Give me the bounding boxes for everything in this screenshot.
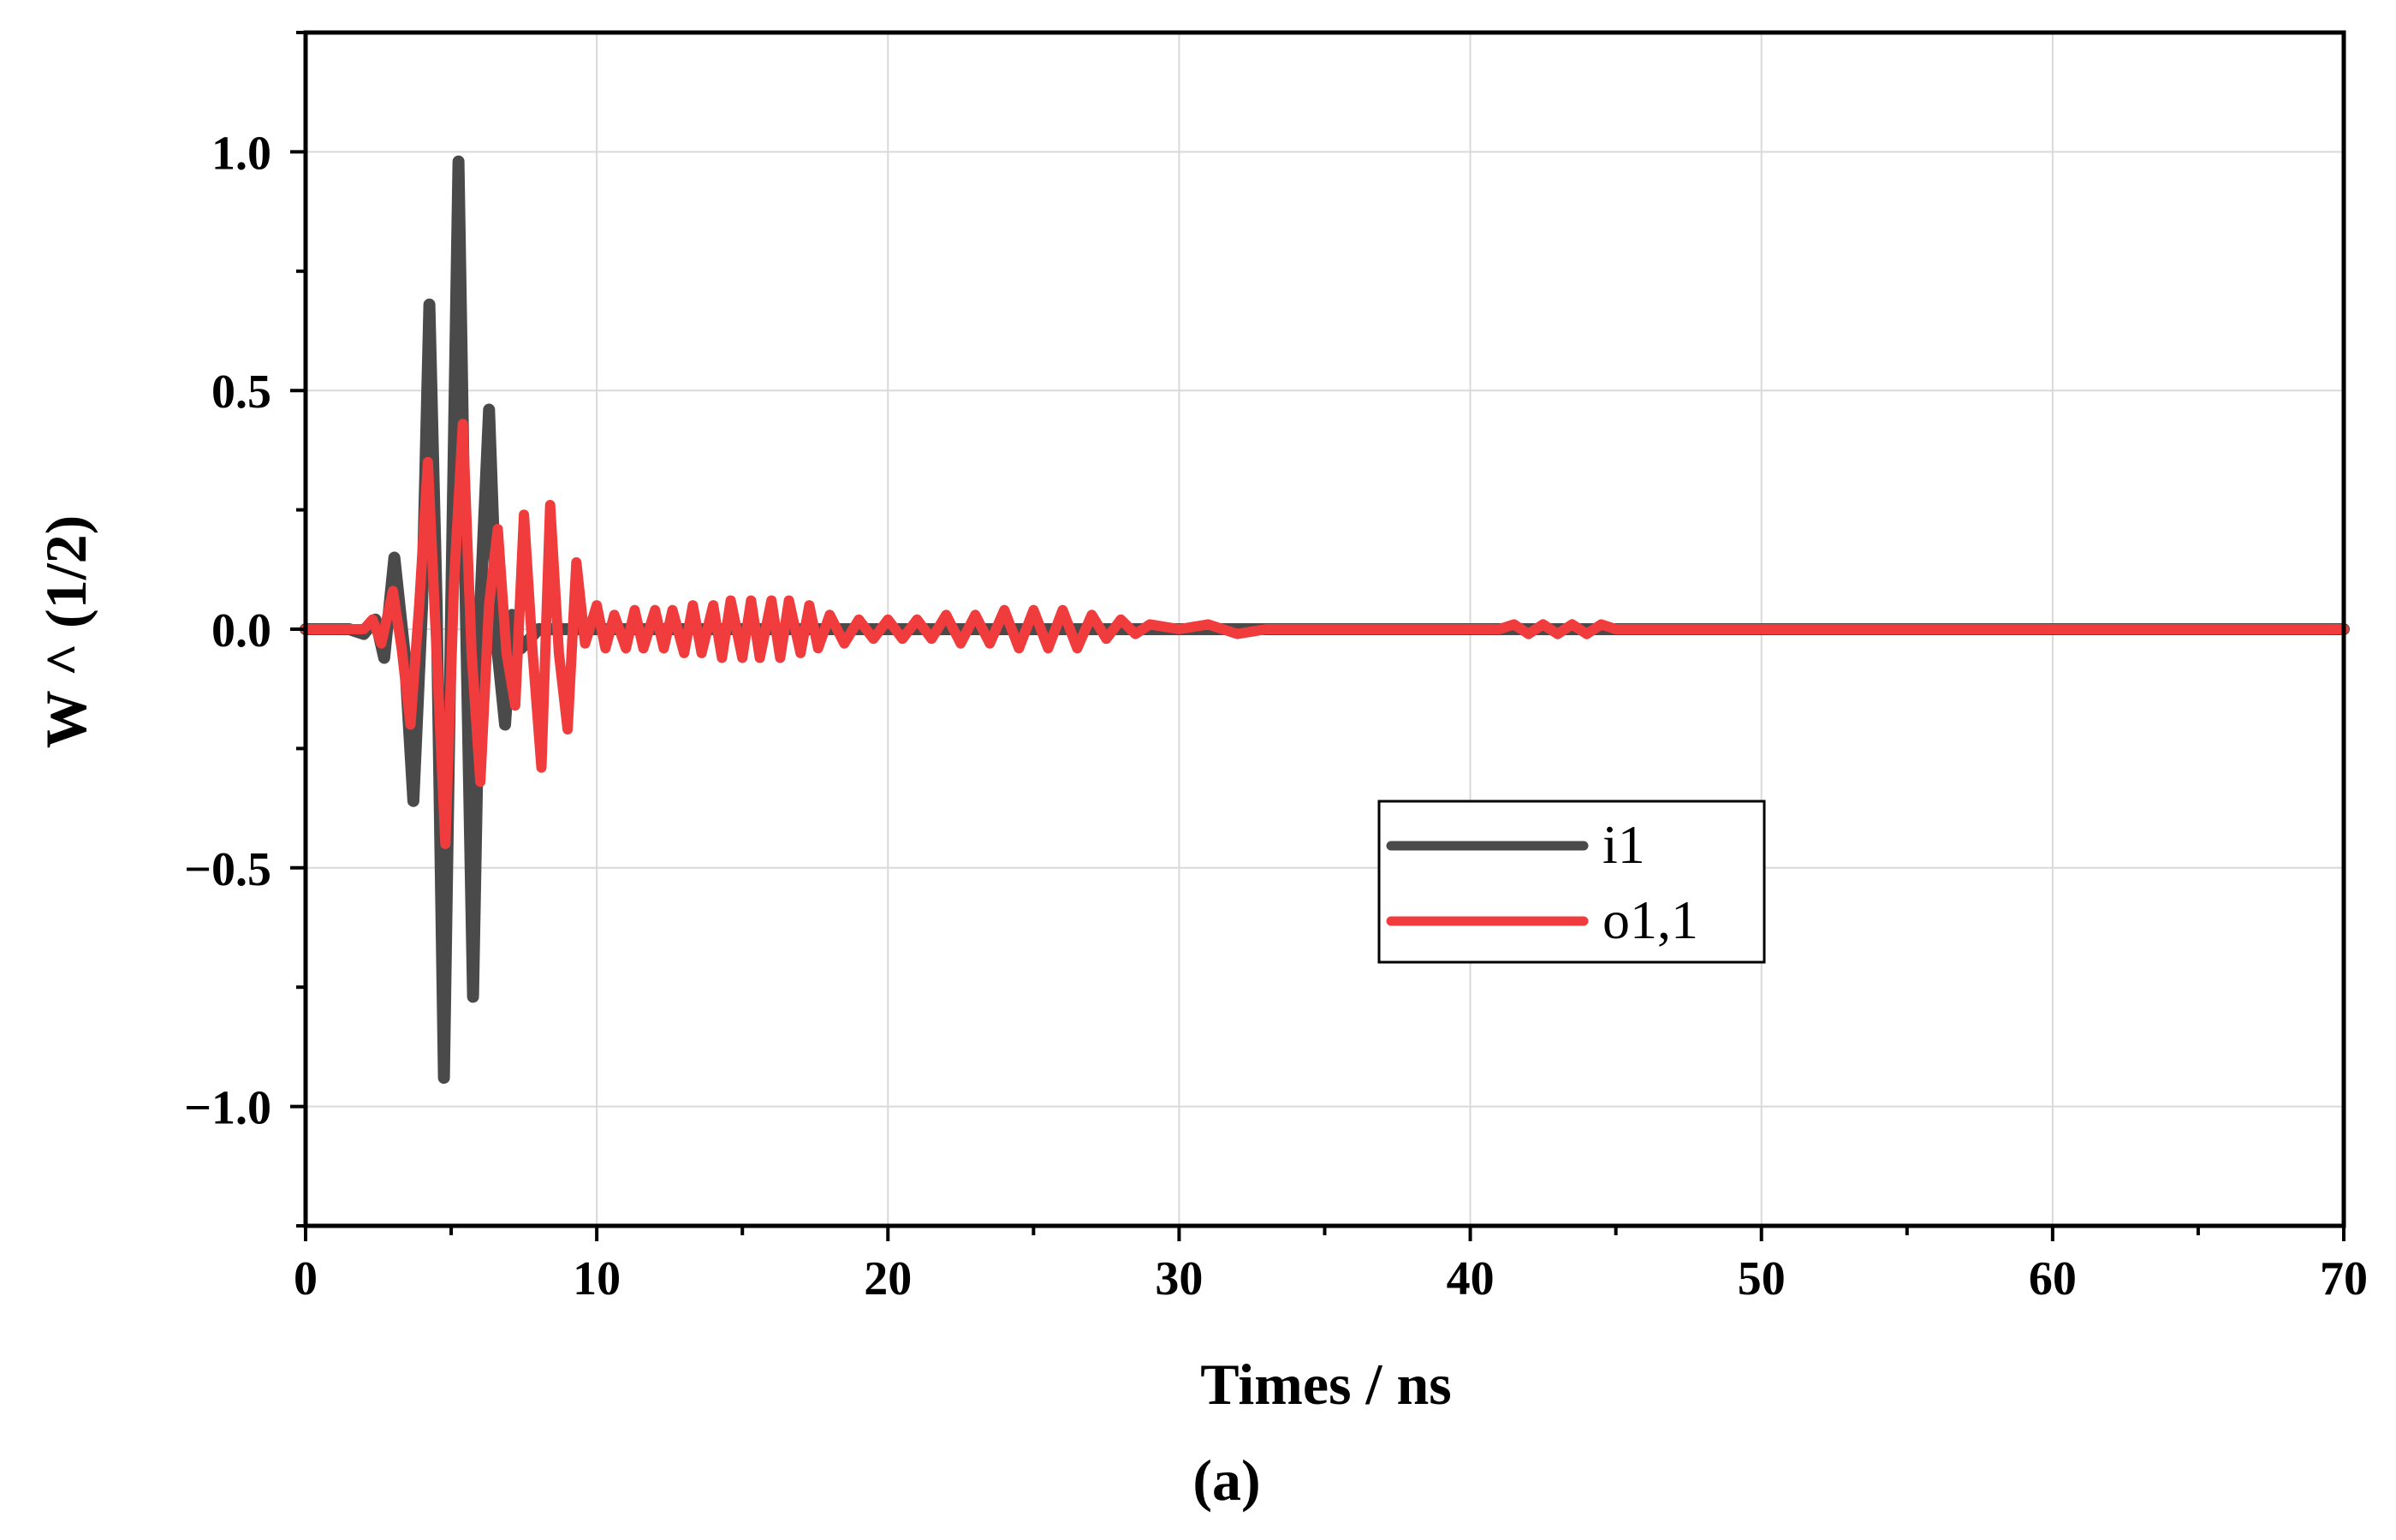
- figure-caption: (a): [1192, 1448, 1260, 1513]
- series-line-o1-1: [300, 419, 2349, 849]
- x-tick-label: 20: [864, 1252, 912, 1305]
- y-tick-label: −0.5: [184, 843, 271, 896]
- x-tick-label: 30: [1155, 1252, 1203, 1305]
- x-tick-label: 70: [2320, 1252, 2368, 1305]
- y-tick-label: 0.5: [211, 366, 271, 419]
- x-tick-label: 40: [1447, 1252, 1495, 1305]
- y-axis-label: W ^ (1/2): [33, 515, 98, 748]
- x-axis-label: Times / ns: [1200, 1352, 1451, 1417]
- x-tick-label: 10: [573, 1252, 621, 1305]
- x-tick-label: 0: [294, 1252, 318, 1305]
- axis-ticks: [290, 31, 2345, 1241]
- x-tick-label: 60: [2029, 1252, 2077, 1305]
- legend-label-o1-1: o1,1: [1602, 889, 1698, 950]
- y-tick-label: 0.0: [211, 604, 271, 657]
- y-tick-label: 1.0: [211, 127, 271, 180]
- y-tick-label: −1.0: [184, 1082, 271, 1135]
- legend: i1 o1,1: [1377, 800, 1766, 964]
- series-lines: [300, 155, 2350, 1085]
- x-tick-label: 50: [1738, 1252, 1786, 1305]
- legend-box: [1377, 800, 1766, 964]
- legend-label-i1: i1: [1602, 814, 1645, 875]
- tick-labels: 0 10 20 30 40 50 60 70 −1.0 −0.5 0.0 0.5 1.0: [184, 127, 2368, 1305]
